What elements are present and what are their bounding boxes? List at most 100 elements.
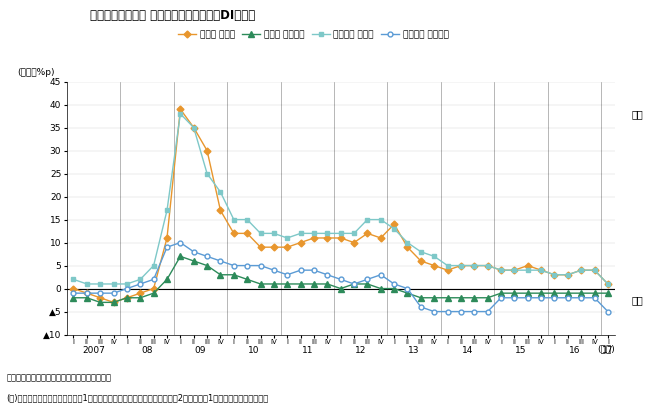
- 大企業 非製造楫: [604, 291, 612, 296]
- Text: 2007: 2007: [82, 346, 105, 355]
- Text: 15: 15: [515, 346, 527, 355]
- 中小企業 非製造楫: [110, 291, 118, 296]
- 中小企業 非製造楫: [470, 309, 478, 314]
- 中小企業 製造楫: [390, 226, 398, 231]
- 中小企業 非製造楫: [550, 295, 558, 300]
- 大企業 製造業: [457, 263, 465, 268]
- Legend: 大企業 製造業, 大企業 非製造楫, 中小企業 製造楫, 中小企業 非製造楫: 大企業 製造業, 大企業 非製造楫, 中小企業 製造楫, 中小企業 非製造楫: [178, 31, 448, 40]
- 大企業 製造業: [591, 268, 599, 273]
- 中小企業 非製造楫: [564, 295, 572, 300]
- 中小企業 製造楫: [430, 254, 438, 259]
- 大企業 製造業: [470, 263, 478, 268]
- 中小企業 製造楫: [257, 231, 265, 236]
- 中小企業 非製造楫: [604, 309, 612, 314]
- 中小企業 製造楫: [484, 263, 492, 268]
- 中小企業 製造楫: [457, 263, 465, 268]
- Text: 11: 11: [301, 346, 313, 355]
- 中小企業 非製造楫: [430, 309, 438, 314]
- 中小企業 非製造楫: [537, 295, 545, 300]
- 大企業 非製造楫: [564, 291, 572, 296]
- 大企業 製造業: [230, 231, 238, 236]
- 大企業 非製造楫: [190, 259, 198, 264]
- 中小企業 非製造楫: [283, 272, 291, 277]
- 大企業 非製造楫: [230, 272, 238, 277]
- 中小企業 非製造楫: [484, 309, 492, 314]
- 中小企業 製造楫: [417, 249, 425, 254]
- 中小企業 非製造楫: [510, 295, 518, 300]
- 大企業 非製造楫: [497, 291, 505, 296]
- Text: (注)ここでは、大企業とは資本金1ー億円以上の企業、中小企業とは資本金2千万円以上1億円未満の企業をいう。: (注)ここでは、大企業とは資本金1ー億円以上の企業、中小企業とは資本金2千万円以…: [7, 394, 269, 403]
- 中小企業 製造楫: [230, 217, 238, 222]
- 大企業 製造業: [257, 245, 265, 250]
- 大企業 非製造楫: [470, 295, 478, 300]
- 中小企業 製造楫: [537, 268, 545, 273]
- 大企業 製造業: [430, 263, 438, 268]
- 大企業 非製造楫: [297, 282, 305, 286]
- 大企業 製造業: [537, 268, 545, 273]
- 大企業 非製造楫: [417, 295, 425, 300]
- 大企業 非製造楫: [591, 291, 599, 296]
- 中小企業 非製造楫: [457, 309, 465, 314]
- 大企業 製造業: [283, 245, 291, 250]
- 中小企業 製造楫: [83, 282, 91, 286]
- 大企業 非製造楫: [350, 282, 358, 286]
- 大企業 非製造楫: [163, 277, 171, 282]
- Text: 08: 08: [141, 346, 153, 355]
- 大企業 非製造楫: [136, 295, 144, 300]
- 大企業 非製造楫: [457, 295, 465, 300]
- 中小企業 製造楫: [136, 277, 144, 282]
- 中小企業 製造楫: [604, 282, 612, 286]
- 中小企業 製造楫: [150, 263, 158, 268]
- 大企業 製造業: [190, 125, 198, 130]
- 大企業 製造業: [123, 295, 131, 300]
- 大企業 製造業: [497, 268, 505, 273]
- 大企業 製造業: [110, 300, 118, 305]
- 中小企業 製造楫: [283, 235, 291, 240]
- 大企業 非製造楫: [323, 282, 331, 286]
- 大企業 製造業: [604, 282, 612, 286]
- 大企業 製造業: [484, 263, 492, 268]
- 大企業 非製造楫: [270, 282, 278, 286]
- 大企業 製造業: [390, 222, 398, 226]
- 大企業 製造業: [564, 272, 572, 277]
- 中小企業 非製造楫: [163, 245, 171, 250]
- 大企業 非製造楫: [510, 291, 518, 296]
- Text: 不足: 不足: [631, 295, 643, 305]
- Text: 資料：日本銀行「全国企業短期経済観測調査」: 資料：日本銀行「全国企業短期経済観測調査」: [7, 373, 112, 382]
- 大企業 製造業: [83, 291, 91, 296]
- 大企業 非製造楫: [123, 295, 131, 300]
- 大企業 非製造楫: [216, 272, 224, 277]
- 中小企業 非製造楫: [350, 282, 358, 286]
- 大企業 製造業: [310, 235, 318, 240]
- 大企業 製造業: [163, 235, 171, 240]
- Line: 中小企業 非製造楫: 中小企業 非製造楫: [71, 240, 611, 314]
- 中小企業 非製造楫: [310, 268, 318, 273]
- Text: 14: 14: [462, 346, 474, 355]
- Line: 大企業 非製造楫: 大企業 非製造楫: [71, 254, 611, 305]
- Text: 16: 16: [568, 346, 580, 355]
- 中小企業 製造楫: [297, 231, 305, 236]
- 中小企業 製造楫: [69, 277, 77, 282]
- 大企業 製造業: [377, 235, 385, 240]
- 大企業 製造業: [510, 268, 518, 273]
- 中小企業 製造楫: [363, 217, 371, 222]
- 大企業 非製造楫: [403, 291, 411, 296]
- 大企業 非製造楫: [110, 300, 118, 305]
- 大企業 非製造楫: [257, 282, 265, 286]
- 大企業 製造業: [243, 231, 251, 236]
- 中小企業 製造楫: [524, 268, 532, 273]
- 大企業 製造業: [96, 295, 104, 300]
- 中小企業 非製造楫: [524, 295, 532, 300]
- Text: 第1-1-14図: 第1-1-14図: [20, 10, 67, 20]
- 中小企業 非製造楫: [270, 268, 278, 273]
- 大企業 製造業: [363, 231, 371, 236]
- 中小企業 製造楫: [323, 231, 331, 236]
- 中小企業 非製造楫: [243, 263, 251, 268]
- 中小企業 製造楫: [310, 231, 318, 236]
- 中小企業 非製造楫: [123, 286, 131, 291]
- 中小企業 非製造楫: [577, 295, 585, 300]
- 大企業 非製造楫: [537, 291, 545, 296]
- 大企業 製造業: [297, 240, 305, 245]
- 大企業 非製造楫: [96, 300, 104, 305]
- 中小企業 非製造楫: [497, 295, 505, 300]
